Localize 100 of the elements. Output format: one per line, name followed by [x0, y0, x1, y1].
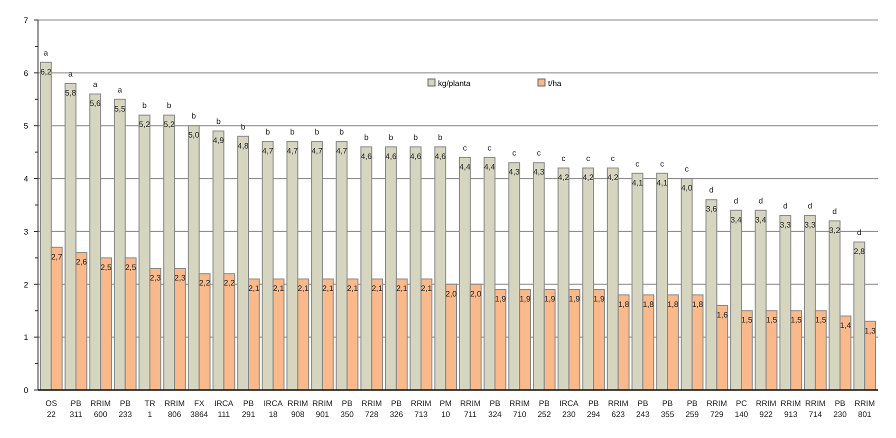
data-label: 4,6	[385, 152, 398, 161]
data-label: 1,5	[741, 316, 753, 325]
annotation: c	[660, 159, 664, 168]
annotation: a	[68, 69, 74, 78]
data-label: 4,3	[533, 168, 545, 177]
data-label: 4,9	[212, 136, 225, 145]
x-tick-label: PB 350	[340, 399, 354, 419]
data-label: 3,2	[829, 226, 841, 235]
x-tick-label: RRIM 908	[288, 399, 308, 419]
y-tick-label: 5	[24, 122, 29, 131]
x-tick-label: PB 324	[488, 399, 502, 419]
data-label: 4,8	[238, 141, 250, 150]
data-label: 4,2	[582, 173, 594, 182]
data-label: 4,3	[508, 168, 520, 177]
data-label: 1,8	[618, 300, 630, 309]
annotation: d	[808, 202, 812, 211]
data-label: 1,8	[667, 300, 680, 309]
data-label: 2,1	[372, 284, 384, 293]
data-label: 2,1	[248, 284, 260, 293]
data-label: 5,2	[164, 120, 176, 130]
annotation: a	[92, 80, 98, 89]
x-tick-label: OS 22	[46, 399, 58, 419]
data-label: 1,3	[864, 326, 876, 336]
annotation: b	[364, 132, 370, 142]
data-label: 5,8	[64, 88, 77, 98]
data-label: 2,5	[125, 262, 137, 272]
data-label: 5,5	[114, 104, 126, 114]
data-label: 1,9	[593, 294, 606, 304]
annotation: d	[832, 206, 837, 216]
annotation: b	[166, 101, 172, 110]
data-label: 4,2	[558, 173, 570, 182]
data-label: 4,7	[336, 146, 348, 156]
y-tick-label: 2	[24, 280, 29, 290]
x-tick-label: PB 259	[685, 399, 700, 419]
data-label: 3,4	[730, 215, 742, 224]
annotation: c	[462, 143, 467, 152]
annotation: a	[118, 85, 123, 94]
annotation: c	[635, 159, 640, 168]
y-tick-label: 6	[24, 68, 29, 78]
data-label: 2,1	[298, 284, 310, 293]
annotation: d	[857, 228, 862, 237]
x-tick-label: IRCA 230	[559, 399, 580, 419]
data-label: 4,7	[262, 146, 274, 156]
data-label: 6,2	[40, 67, 52, 76]
data-label: 4,2	[607, 173, 619, 182]
data-label: 1,5	[790, 316, 802, 325]
x-tick-label: RRIM 901	[312, 399, 333, 419]
x-tick-label: PB 355	[660, 399, 675, 419]
x-tick-label: PB 326	[390, 399, 404, 419]
data-label: 4,7	[311, 146, 324, 156]
data-label: 4,6	[434, 152, 446, 161]
annotation: d	[734, 196, 738, 206]
annotation: b	[314, 128, 320, 137]
data-label: 1,8	[692, 300, 704, 309]
data-label: 5,0	[188, 130, 200, 140]
annotation: c	[684, 164, 689, 174]
data-label: 3,3	[780, 220, 792, 230]
data-label: 2,5	[100, 262, 112, 272]
annotation: b	[413, 132, 418, 142]
x-tick-label: PC 140	[734, 399, 749, 419]
x-tick-label: FX 3864	[190, 399, 209, 419]
annotation: b	[142, 101, 148, 110]
data-label: 2,2	[199, 278, 211, 288]
annotation: b	[290, 128, 296, 137]
data-label: 1,6	[716, 310, 728, 320]
data-label: 5,2	[138, 120, 151, 130]
annotation: c	[586, 154, 590, 163]
data-label: 3,6	[706, 204, 718, 214]
data-label: 4,4	[459, 162, 472, 172]
data-label: 1,5	[815, 316, 827, 325]
y-tick-label: 3	[24, 227, 29, 236]
x-tick-label: PB 311	[70, 399, 83, 419]
annotation: b	[265, 128, 270, 137]
data-label: 2,1	[322, 284, 334, 293]
annotation: c	[610, 154, 615, 163]
x-tick-label: PB 230	[833, 399, 848, 419]
data-label: 1,4	[840, 321, 852, 330]
data-label: 2,0	[446, 289, 458, 298]
data-label: 1,9	[544, 294, 556, 304]
annotation: b	[388, 132, 394, 142]
x-tick-label: RRIM 623	[608, 399, 629, 419]
x-tick-label: PB 252	[538, 399, 552, 419]
data-label: 1,8	[642, 300, 654, 309]
x-tick-label: IRCA 111	[214, 399, 234, 419]
data-label: 2,0	[470, 289, 482, 298]
data-label: 2,6	[76, 258, 88, 267]
data-label: 2,3	[150, 273, 162, 282]
x-tick-label: RRIM 729	[706, 399, 728, 419]
annotation: b	[192, 112, 197, 121]
annotation: a	[44, 48, 49, 58]
x-tick-label: RRIM 913	[780, 399, 802, 419]
data-label: 4,0	[681, 184, 693, 193]
x-tick-label: RRIM 714	[805, 399, 826, 419]
data-label: 2,2	[224, 278, 236, 288]
data-label: 4,6	[360, 152, 372, 161]
annotation: c	[488, 143, 492, 152]
annotation: d	[709, 186, 714, 195]
x-tick-label: PM 10	[440, 399, 452, 419]
y-tick-label: 7	[24, 16, 29, 25]
data-label: 3,3	[804, 220, 816, 230]
